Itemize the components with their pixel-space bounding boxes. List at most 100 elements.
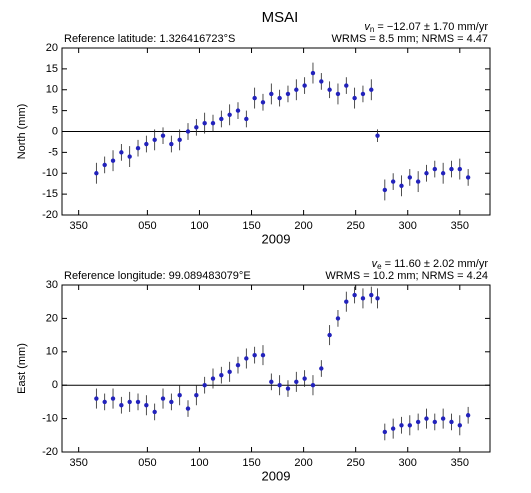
stats: WRMS = 8.5 mm; NRMS = 4.47 — [332, 33, 488, 45]
data-point — [127, 154, 132, 159]
y-tick-label: 10 — [46, 84, 58, 96]
plot-frame — [61, 284, 491, 453]
x-tick-label: 200 — [294, 220, 312, 232]
data-point — [415, 179, 421, 184]
data-point — [375, 296, 380, 301]
y-tick-label: -20 — [42, 209, 58, 221]
x-axis-label: 2009 — [262, 231, 291, 246]
data-point — [202, 120, 207, 126]
data-point — [344, 83, 349, 88]
data-point — [269, 379, 274, 385]
data-point — [424, 171, 429, 176]
data-point — [260, 352, 266, 358]
data-point — [244, 116, 249, 122]
data-point — [465, 413, 471, 418]
x-tick-label: 150 — [242, 457, 260, 469]
data-point — [457, 166, 463, 172]
chart-title: MSAI — [262, 9, 299, 26]
data-point — [335, 91, 341, 97]
data-point — [127, 399, 132, 405]
stats: WRMS = 10.2 mm; NRMS = 4.24 — [325, 270, 488, 282]
y-tick-label: -5 — [48, 146, 58, 158]
subtitle: Reference longitude: 99.089483079°E — [64, 270, 251, 282]
data-point — [449, 419, 454, 425]
data-point — [352, 95, 357, 101]
data-point — [449, 166, 454, 172]
data-point — [285, 386, 291, 391]
data-point — [210, 376, 216, 381]
data-point — [202, 383, 207, 388]
data-point — [119, 150, 124, 155]
y-tick-label: 15 — [46, 63, 58, 75]
y-tick-label: 20 — [46, 42, 58, 54]
data-point — [152, 409, 157, 415]
data-point — [152, 137, 157, 143]
data-point — [294, 87, 299, 92]
x-tick-label: 250 — [346, 220, 364, 232]
rate-sub: n — [370, 25, 374, 34]
rate-symbol: v — [364, 21, 371, 33]
data-point — [119, 403, 124, 408]
data-point — [169, 399, 174, 405]
data-point — [310, 70, 316, 76]
data-point — [277, 95, 282, 101]
data-point — [440, 171, 446, 176]
data-point — [382, 187, 388, 193]
data-point — [235, 108, 241, 113]
data-point — [177, 137, 182, 143]
x-tick-label: 050 — [138, 457, 156, 469]
data-point — [210, 120, 216, 126]
data-point — [185, 129, 191, 134]
data-point — [194, 125, 199, 130]
x-tick-label: 300 — [399, 220, 417, 232]
data-point — [375, 133, 380, 138]
data-point — [285, 91, 291, 97]
data-point — [252, 352, 257, 358]
data-point — [144, 403, 149, 408]
x-tick-label: 300 — [399, 457, 417, 469]
data-point — [457, 423, 463, 428]
data-point — [382, 429, 388, 435]
data-point — [335, 316, 341, 321]
data-point — [160, 396, 166, 401]
data-point — [390, 426, 396, 431]
data-point — [302, 376, 307, 381]
data-point — [432, 166, 438, 172]
data-point — [407, 175, 413, 180]
rate-symbol: v — [372, 258, 379, 270]
x-tick-label: 100 — [190, 220, 208, 232]
data-point — [277, 383, 282, 388]
x-axis-label: 2009 — [262, 468, 291, 483]
data-point — [352, 292, 357, 298]
data-point — [360, 91, 366, 97]
data-point — [327, 332, 332, 338]
data-point — [269, 91, 274, 97]
data-point — [227, 369, 232, 375]
data-point — [407, 423, 413, 428]
y-axis-label: East (mm) — [16, 343, 28, 394]
data-point — [260, 100, 266, 105]
data-point — [169, 141, 174, 147]
x-tick-label: 350 — [69, 457, 87, 469]
data-point — [302, 83, 307, 88]
rate: ve = 11.60 ± 2.02 mm/yr — [372, 258, 489, 271]
data-point — [194, 393, 199, 398]
data-point — [390, 179, 396, 184]
data-point — [319, 79, 324, 84]
rate: vn = −12.07 ± 1.70 mm/yr — [364, 21, 488, 34]
x-tick-label: 150 — [242, 220, 260, 232]
data-point — [94, 396, 99, 401]
y-tick-label: 30 — [46, 279, 58, 291]
x-tick-label: 200 — [294, 457, 312, 469]
data-point — [465, 175, 471, 180]
data-point — [235, 362, 241, 368]
data-point — [327, 87, 332, 92]
data-point — [344, 299, 349, 304]
y-tick-label: -20 — [42, 446, 58, 458]
data-point — [94, 171, 99, 176]
data-point — [424, 416, 429, 421]
y-tick-label: 10 — [46, 346, 58, 358]
data-point — [369, 292, 374, 298]
data-point — [319, 366, 324, 371]
y-tick-label: 0 — [52, 379, 58, 391]
